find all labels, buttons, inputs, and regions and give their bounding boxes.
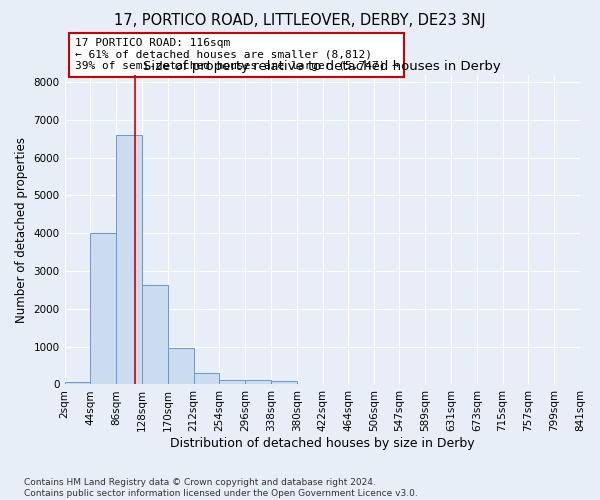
- Bar: [91, 234, 116, 384]
- Bar: [65, 382, 91, 384]
- Bar: [271, 382, 297, 384]
- Bar: [142, 286, 168, 384]
- Bar: [168, 348, 194, 385]
- Bar: [220, 380, 245, 384]
- Bar: [245, 380, 271, 384]
- Bar: [116, 135, 142, 384]
- Title: Size of property relative to detached houses in Derby: Size of property relative to detached ho…: [143, 60, 501, 74]
- Text: Contains HM Land Registry data © Crown copyright and database right 2024.
Contai: Contains HM Land Registry data © Crown c…: [24, 478, 418, 498]
- Text: 17, PORTICO ROAD, LITTLEOVER, DERBY, DE23 3NJ: 17, PORTICO ROAD, LITTLEOVER, DERBY, DE2…: [114, 12, 486, 28]
- Bar: [194, 372, 220, 384]
- Y-axis label: Number of detached properties: Number of detached properties: [15, 136, 28, 322]
- Text: 17 PORTICO ROAD: 116sqm
← 61% of detached houses are smaller (8,812)
39% of semi: 17 PORTICO ROAD: 116sqm ← 61% of detache…: [75, 38, 399, 72]
- X-axis label: Distribution of detached houses by size in Derby: Distribution of detached houses by size …: [170, 437, 475, 450]
